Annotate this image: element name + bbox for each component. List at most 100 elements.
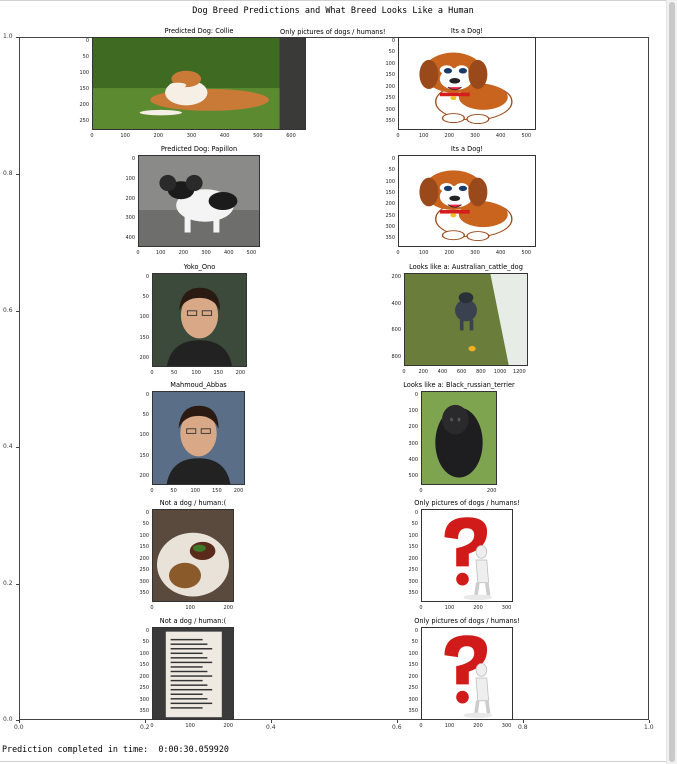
portrait-photo-image	[152, 273, 247, 367]
cell-top-border	[0, 0, 666, 1]
x-tick-label: 0	[402, 369, 406, 375]
y-tick-label: 350	[139, 708, 149, 715]
y-tick-label: 200	[385, 83, 395, 90]
y-tick-label: 0	[145, 510, 149, 516]
x-tick-label: 0	[396, 133, 400, 139]
x-tick-label: 200	[235, 370, 246, 376]
x-tick-label: 0	[419, 723, 423, 729]
y-tick-label: 100	[139, 432, 149, 439]
x-tick-label: 0	[150, 370, 154, 376]
outer-axes	[19, 37, 649, 720]
subplot-title: Not a dog / human:(	[159, 617, 227, 625]
x-tick-label: 50	[170, 488, 177, 494]
x-tick-label: 150	[212, 488, 222, 494]
outer-y-tick-label: 0.8	[3, 170, 13, 177]
x-tick-label: 200	[473, 605, 483, 611]
y-tick-label: 350	[385, 118, 395, 125]
x-tick-label: 100	[185, 723, 195, 729]
subplot-title: Only pictures of dogs / humans!	[414, 617, 520, 625]
scrollbar-thumb[interactable]	[669, 2, 675, 762]
outer-x-tick-label: 0.8	[518, 724, 528, 731]
subplot-title: Predicted Dog: Collie	[164, 27, 234, 35]
y-tick-label: 150	[385, 72, 395, 79]
x-tick-label: 200	[223, 605, 234, 611]
x-tick-label: 300	[501, 605, 512, 611]
outer-x-tick-mark	[397, 720, 398, 723]
x-tick-label: 200	[223, 723, 234, 729]
prediction-time-value: 0:00:30.059920	[158, 744, 229, 754]
x-tick-label: 100	[444, 605, 455, 611]
x-tick-label: 100	[190, 488, 200, 494]
x-tick-label: 300	[470, 133, 480, 139]
figure-suptitle: Dog Breed Predictions and What Breed Loo…	[192, 6, 474, 16]
x-tick-label: 0	[419, 488, 423, 494]
x-tick-label: 600	[456, 369, 467, 375]
x-tick-label: 0	[396, 250, 400, 256]
y-tick-label: 50	[142, 412, 149, 419]
outer-x-tick-label: 1.0	[644, 724, 654, 731]
x-tick-label: 0	[150, 605, 154, 611]
x-tick-label: 50	[170, 370, 178, 376]
y-tick-label: 100	[139, 532, 149, 539]
y-tick-label: 0	[414, 628, 418, 634]
subplot-title: Not a dog / human:(	[159, 499, 227, 507]
x-tick-label: 0	[419, 605, 423, 611]
y-tick-label: 300	[139, 696, 149, 703]
y-tick-label: 100	[139, 314, 149, 321]
x-tick-label: 400	[495, 250, 506, 256]
x-tick-label: 400	[495, 133, 506, 139]
y-tick-label: 0	[145, 274, 149, 280]
y-tick-label: 250	[385, 212, 395, 219]
y-tick-label: 350	[408, 708, 418, 715]
y-tick-label: 150	[408, 662, 418, 669]
outer-x-tick-label: 0.4	[266, 724, 276, 731]
subplot-title: Mahmoud_Abbas	[170, 381, 227, 389]
y-tick-label: 100	[139, 650, 149, 657]
y-tick-label: 0	[145, 628, 149, 634]
x-tick-label: 500	[246, 250, 257, 256]
x-tick-label: 1000	[493, 369, 507, 375]
y-tick-label: 250	[139, 567, 149, 574]
x-tick-label: 0	[150, 723, 154, 729]
y-tick-label: 150	[139, 334, 149, 341]
x-tick-label: 300	[470, 250, 480, 256]
y-tick-label: 300	[408, 440, 418, 447]
vertical-scrollbar[interactable]	[666, 0, 677, 764]
y-tick-label: 400	[125, 235, 135, 242]
cartoon-beagle-illustration-image	[398, 155, 536, 247]
y-tick-label: 150	[139, 662, 149, 669]
x-tick-label: 500	[521, 250, 532, 256]
outer-y-tick-label: 0.6	[3, 307, 13, 314]
outer-x-tick-mark	[649, 720, 650, 723]
x-tick-label: 600	[286, 133, 296, 139]
outer-x-tick-label: 0.6	[392, 724, 402, 731]
question-mark-figure-image	[421, 627, 513, 720]
x-tick-label: 300	[186, 133, 197, 139]
y-tick-label: 200	[139, 472, 149, 479]
y-tick-label: 100	[125, 175, 135, 182]
subplot-title: Looks like a: Black_russian_terrier	[403, 381, 515, 389]
x-tick-label: 200	[233, 488, 244, 494]
y-tick-label: 50	[411, 639, 418, 646]
y-tick-label: 50	[388, 49, 395, 56]
y-tick-label: 0	[85, 38, 89, 44]
x-tick-label: 800	[476, 369, 486, 375]
x-tick-label: 200	[473, 723, 483, 729]
y-tick-label: 500	[408, 472, 418, 479]
x-tick-label: 100	[155, 250, 166, 256]
y-tick-label: 150	[139, 544, 149, 551]
cattle-dog-on-grass-photo-image	[404, 273, 528, 366]
y-tick-label: 200	[408, 555, 418, 562]
x-tick-label: 500	[521, 133, 532, 139]
y-tick-label: 350	[139, 590, 149, 597]
y-tick-label: 100	[385, 178, 395, 185]
subplot-title: Yoko_Ono	[183, 263, 216, 271]
y-tick-label: 200	[79, 102, 89, 109]
y-tick-label: 200	[139, 354, 149, 361]
outer-x-tick-label: 0.2	[140, 724, 150, 731]
y-tick-label: 50	[142, 521, 149, 528]
y-tick-label: 300	[385, 106, 395, 113]
y-tick-label: 250	[408, 567, 418, 574]
y-tick-label: 0	[414, 510, 418, 516]
x-tick-label: 100	[444, 723, 455, 729]
